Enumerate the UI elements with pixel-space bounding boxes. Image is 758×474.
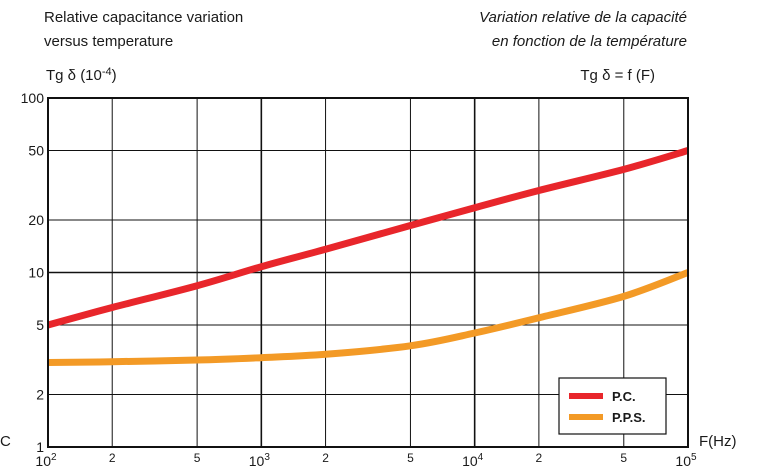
x-tick-label-decade: 102 — [35, 452, 57, 469]
plot-frame — [47, 97, 689, 448]
x-tick-exponent: 4 — [478, 452, 484, 463]
x-tick-exponent: 5 — [691, 452, 697, 463]
chart-series — [47, 147, 690, 366]
x-tick-base: 10 — [462, 453, 478, 469]
x-tick-label-minor: 5 — [620, 451, 627, 465]
y-axis-label-close: ) — [112, 67, 117, 84]
title-english: Relative capacitance variation versus te… — [44, 6, 243, 54]
title-french-line-1: Variation relative de la capacité — [479, 9, 687, 26]
title-english-line-2: versus temperature — [44, 33, 174, 50]
legend-box — [558, 377, 667, 435]
series-line-pps — [47, 269, 690, 366]
x-tick-exponent: 3 — [264, 452, 270, 463]
y-axis-label-main: Tg δ (10 — [46, 67, 102, 84]
y-axis-label-exp: -4 — [102, 66, 112, 78]
y-axis-label: Tg δ (10-4) — [46, 66, 117, 84]
y-tick-label: 100 — [21, 90, 45, 106]
legend-label-pps: P.P.S. — [612, 410, 646, 425]
y-tick-label: 10 — [28, 265, 44, 281]
left-edge-label: C — [0, 433, 11, 450]
x-tick-label-minor: 2 — [109, 451, 116, 465]
x-tick-label-decade: 105 — [675, 452, 697, 469]
title-french-line-2: en fonction de la température — [491, 33, 687, 50]
x-axis-label: F(Hz) — [699, 433, 737, 450]
y-tick-label: 5 — [36, 317, 44, 333]
x-tick-base: 10 — [249, 453, 265, 469]
x-tick-base: 10 — [35, 453, 51, 469]
x-tick-label-decade: 103 — [249, 452, 271, 469]
x-tick-label-minor: 2 — [322, 451, 329, 465]
title-english-line-1: Relative capacitance variation — [44, 9, 244, 26]
x-tick-label-minor: 5 — [194, 451, 201, 465]
y-tick-label: 50 — [28, 143, 44, 159]
x-tick-label-decade: 104 — [462, 452, 484, 469]
right-axis-label: Tg δ = f (F) — [580, 67, 655, 84]
legend: P.C. P.P.S. — [558, 377, 667, 435]
x-tick-label-minor: 2 — [536, 451, 543, 465]
title-french: Variation relative de la capacité en fon… — [479, 6, 687, 54]
x-tick-exponent: 2 — [51, 452, 57, 463]
series-line-pc — [47, 147, 690, 329]
y-tick-label: 2 — [36, 386, 44, 402]
y-tick-label: 20 — [28, 212, 44, 228]
y-tick-label: 1 — [36, 439, 44, 455]
legend-label-pc: P.C. — [612, 389, 636, 404]
x-tick-base: 10 — [675, 453, 691, 469]
x-tick-label-minor: 5 — [407, 451, 414, 465]
